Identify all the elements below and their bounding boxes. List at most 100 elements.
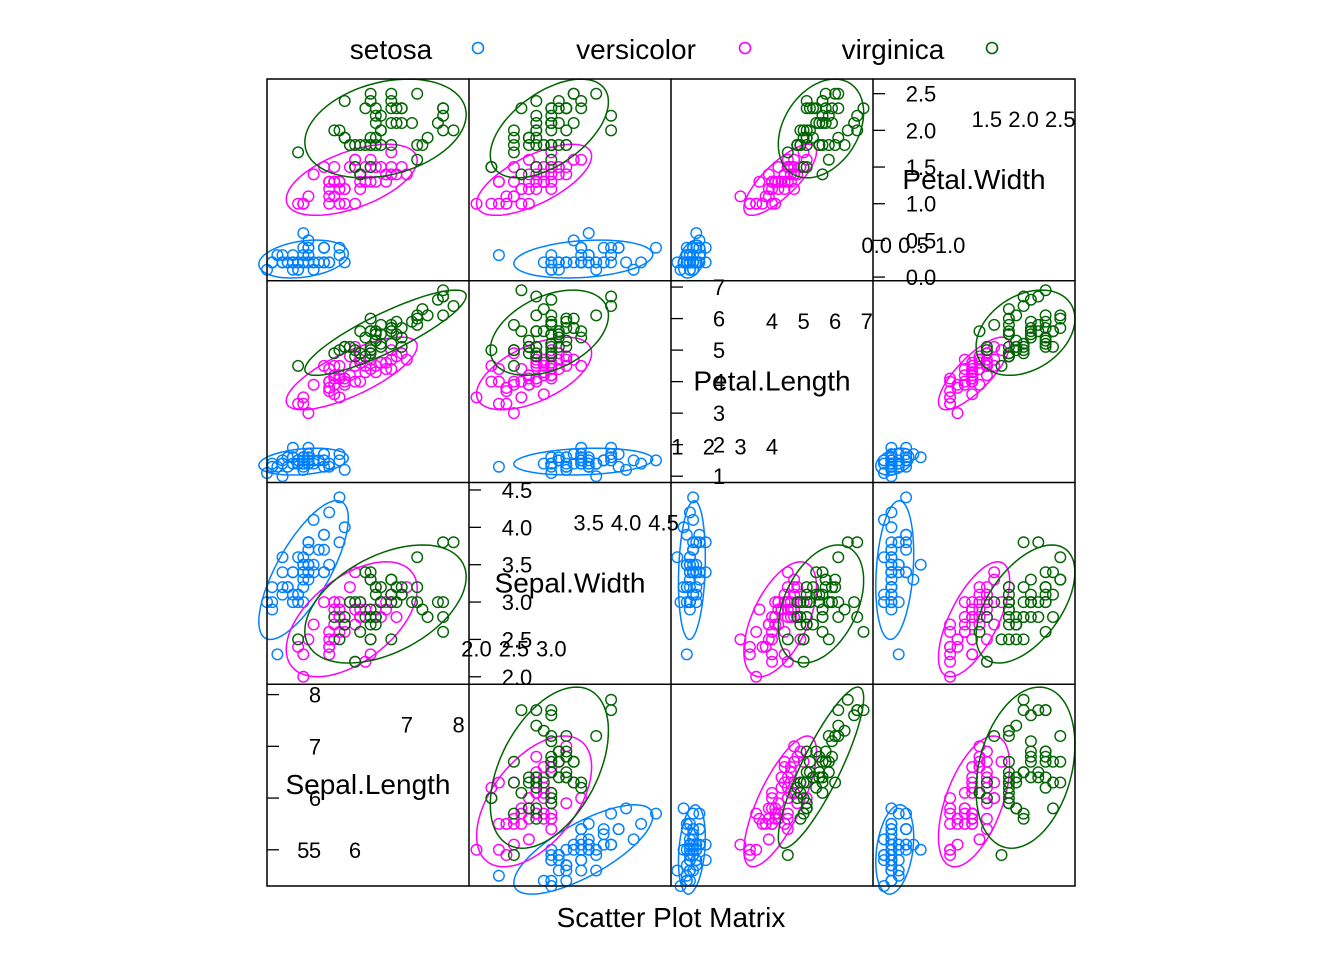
point-virginica xyxy=(980,611,993,624)
point-versicolor xyxy=(297,648,310,661)
point-virginica xyxy=(437,536,450,549)
point-setosa xyxy=(318,528,331,541)
point-virginica xyxy=(605,693,618,706)
point-setosa xyxy=(690,241,703,254)
point-versicolor xyxy=(958,369,971,382)
point-setosa xyxy=(693,536,706,549)
point-versicolor xyxy=(766,182,779,195)
point-virginica xyxy=(1002,318,1015,331)
point-virginica xyxy=(364,160,377,173)
point-virginica xyxy=(364,131,377,144)
point-virginica xyxy=(507,344,520,357)
point-virginica xyxy=(364,87,377,100)
point-virginica xyxy=(851,109,864,122)
point-virginica xyxy=(416,603,429,616)
point-virginica xyxy=(560,322,573,335)
point-virginica xyxy=(819,581,832,594)
point-setosa xyxy=(312,543,325,556)
point-versicolor xyxy=(973,356,986,369)
point-virginica xyxy=(803,766,816,779)
point-virginica xyxy=(822,109,835,122)
point-virginica xyxy=(1017,693,1030,706)
point-setosa xyxy=(892,448,905,461)
point-virginica xyxy=(349,596,362,609)
point-setosa xyxy=(699,854,712,867)
point-setosa xyxy=(605,454,618,467)
point-versicolor xyxy=(756,197,769,210)
diag-tick-label: 4.5 xyxy=(648,511,679,536)
point-setosa xyxy=(900,823,913,836)
point-setosa xyxy=(674,263,687,276)
point-versicolor xyxy=(788,588,801,601)
point-versicolor xyxy=(522,197,535,210)
ellipse-versicolor xyxy=(743,143,818,217)
point-setosa xyxy=(690,558,703,571)
point-setosa xyxy=(286,441,299,454)
point-versicolor xyxy=(980,347,993,360)
point-virginica xyxy=(560,315,573,328)
point-setosa xyxy=(266,581,279,594)
diag-tick-label: 1.5 xyxy=(906,155,937,180)
point-virginica xyxy=(552,116,565,129)
point-setosa xyxy=(276,470,289,483)
point-setosa xyxy=(620,802,633,815)
point-virginica xyxy=(810,116,823,129)
point-setosa xyxy=(560,843,573,856)
point-setosa xyxy=(892,536,905,549)
point-virginica xyxy=(1024,596,1037,609)
point-setosa xyxy=(545,263,558,276)
point-virginica xyxy=(800,611,813,624)
point-setosa xyxy=(286,596,299,609)
point-setosa xyxy=(885,558,898,571)
point-virginica xyxy=(567,322,580,335)
point-setosa xyxy=(892,457,905,470)
ellipse-virginica xyxy=(777,544,865,664)
point-virginica xyxy=(832,131,845,144)
point-virginica xyxy=(791,792,804,805)
point-virginica xyxy=(1017,596,1030,609)
point-virginica xyxy=(791,138,804,151)
point-virginica xyxy=(1054,322,1067,335)
point-setosa xyxy=(683,573,696,586)
point-setosa xyxy=(687,263,700,276)
point-versicolor xyxy=(944,670,957,683)
panel-border xyxy=(266,280,470,484)
point-versicolor xyxy=(980,755,993,768)
point-virginica xyxy=(1024,611,1037,624)
point-setosa xyxy=(575,249,588,262)
point-setosa xyxy=(307,513,320,526)
point-versicolor xyxy=(323,640,336,653)
point-virginica xyxy=(437,284,450,297)
point-versicolor xyxy=(788,168,801,181)
point-virginica xyxy=(1010,344,1023,357)
panel-border xyxy=(266,481,470,685)
point-virginica xyxy=(354,625,367,638)
point-setosa xyxy=(892,854,905,867)
point-versicolor xyxy=(966,369,979,382)
point-versicolor xyxy=(769,807,782,820)
point-virginica xyxy=(411,87,424,100)
point-setosa xyxy=(597,241,610,254)
point-virginica xyxy=(545,350,558,363)
point-virginica xyxy=(545,735,558,748)
point-versicolor xyxy=(552,363,565,376)
point-virginica xyxy=(1017,812,1030,825)
point-setosa xyxy=(693,807,706,820)
point-virginica xyxy=(1039,596,1052,609)
point-virginica xyxy=(485,344,498,357)
diag-tick-label: 2.0 xyxy=(502,665,533,690)
point-setosa xyxy=(885,506,898,519)
point-setosa xyxy=(885,536,898,549)
point-virginica xyxy=(530,812,543,825)
diag-tick-label: 3.5 xyxy=(502,553,533,578)
diag-tick-label: 3 xyxy=(713,401,725,426)
ellipse-virginica xyxy=(489,686,610,849)
point-virginica xyxy=(810,566,823,579)
point-virginica xyxy=(1024,709,1037,722)
point-versicolor xyxy=(759,640,772,653)
point-setosa xyxy=(635,817,648,830)
legend-label-versicolor: versicolor xyxy=(576,34,696,65)
point-setosa xyxy=(545,451,558,464)
point-setosa xyxy=(537,457,550,470)
point-virginica xyxy=(1002,325,1015,338)
